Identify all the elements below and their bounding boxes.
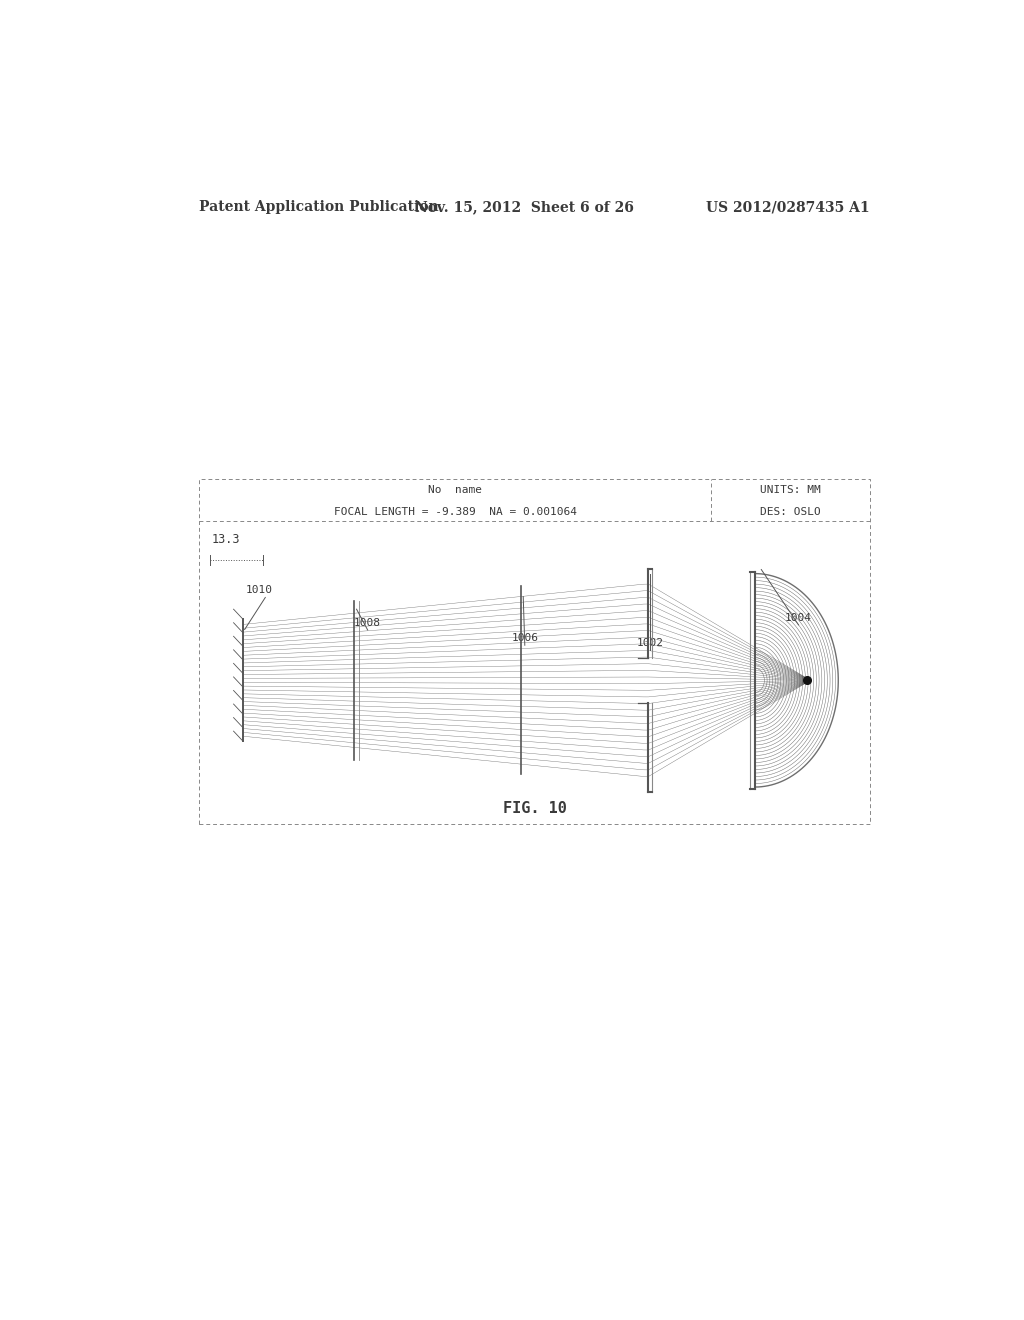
Text: US 2012/0287435 A1: US 2012/0287435 A1 <box>707 201 870 214</box>
Text: No  name: No name <box>428 484 482 495</box>
Text: 1004: 1004 <box>785 612 812 623</box>
Text: 1002: 1002 <box>637 639 664 648</box>
Text: FIG. 10: FIG. 10 <box>503 801 566 816</box>
Text: 1006: 1006 <box>511 634 539 643</box>
Text: FOCAL LENGTH = -9.389  NA = 0.001064: FOCAL LENGTH = -9.389 NA = 0.001064 <box>334 507 577 517</box>
Text: 1010: 1010 <box>246 586 272 595</box>
Text: 13.3: 13.3 <box>211 533 240 546</box>
Text: DES: OSLO: DES: OSLO <box>760 507 821 517</box>
Text: 1008: 1008 <box>354 618 381 628</box>
Text: UNITS: MM: UNITS: MM <box>760 484 821 495</box>
Text: Nov. 15, 2012  Sheet 6 of 26: Nov. 15, 2012 Sheet 6 of 26 <box>416 201 634 214</box>
Text: Patent Application Publication: Patent Application Publication <box>200 201 439 214</box>
